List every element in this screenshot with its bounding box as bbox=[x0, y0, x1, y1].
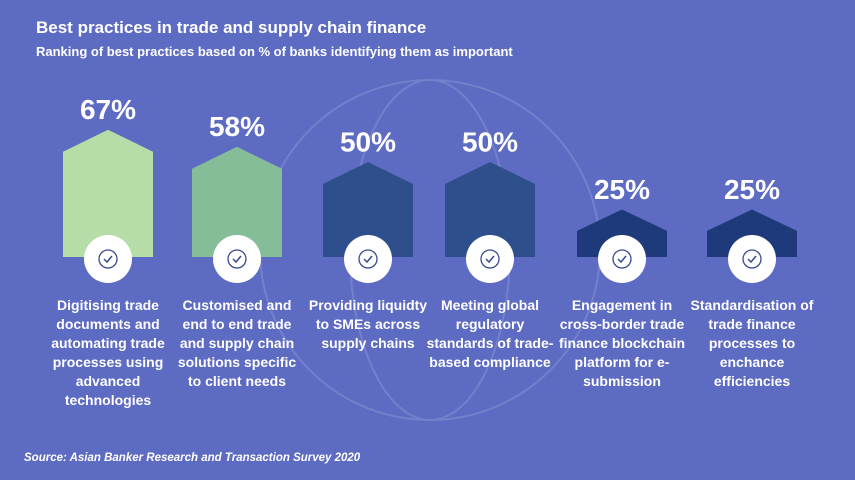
value-label: 50% bbox=[462, 126, 518, 157]
chart-subtitle: Ranking of best practices based on % of … bbox=[36, 44, 513, 59]
category-label: Standardisation of trade finance process… bbox=[690, 297, 814, 389]
source: Source: Asian Banker Research and Transa… bbox=[24, 452, 361, 464]
bar bbox=[63, 129, 153, 257]
category-label: Customised and end to end trade and supp… bbox=[177, 297, 297, 389]
check-mark bbox=[103, 255, 113, 264]
bar bbox=[707, 209, 797, 257]
check-mark bbox=[747, 255, 757, 264]
bar bbox=[577, 209, 667, 257]
chart-title: Best practices in trade and supply chain… bbox=[36, 18, 427, 37]
check-mark bbox=[363, 255, 373, 264]
bar bbox=[323, 162, 413, 257]
check-mark bbox=[617, 255, 627, 264]
value-label: 25% bbox=[724, 174, 780, 205]
check-ring bbox=[480, 249, 500, 269]
category-label: Engagement in cross-border trade finance… bbox=[558, 297, 686, 389]
check-ring bbox=[358, 249, 378, 269]
value-label: 67% bbox=[80, 94, 136, 125]
value-label: 58% bbox=[209, 111, 265, 142]
check-ring bbox=[742, 249, 762, 269]
value-label: 25% bbox=[594, 174, 650, 205]
value-label: 50% bbox=[340, 126, 396, 157]
check-ring bbox=[227, 249, 247, 269]
bar bbox=[445, 162, 535, 257]
check-badge bbox=[598, 235, 646, 283]
check-badge bbox=[466, 235, 514, 283]
check-badge bbox=[213, 235, 261, 283]
category-label: Providing liquidty to SMEs across supply… bbox=[308, 297, 428, 351]
category-label: Digitising trade documents and automatin… bbox=[51, 297, 165, 408]
bar bbox=[192, 146, 282, 257]
category-label: Meeting global regulatory standards of t… bbox=[426, 297, 554, 370]
check-ring bbox=[612, 249, 632, 269]
check-mark bbox=[485, 255, 495, 264]
check-badge bbox=[84, 235, 132, 283]
check-badge bbox=[344, 235, 392, 283]
check-mark bbox=[232, 255, 242, 264]
check-ring bbox=[98, 249, 118, 269]
check-badge bbox=[728, 235, 776, 283]
